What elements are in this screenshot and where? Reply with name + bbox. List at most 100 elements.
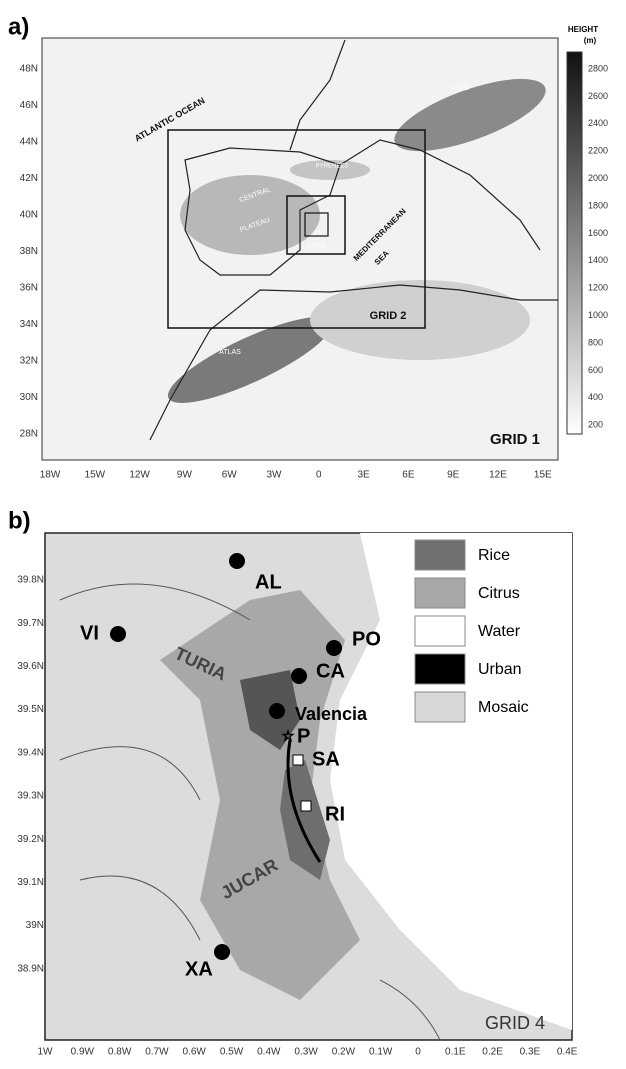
x-tick-label: 3W (267, 470, 283, 481)
y-tick-label: 39.5N (17, 704, 44, 715)
colorbar-tick: 800 (588, 337, 603, 347)
x-tick-label: 0.1W (369, 1047, 393, 1058)
y-tick-label: 36N (20, 283, 38, 294)
annotation: GRID 1 (490, 431, 540, 448)
content: a) 48N 46N 44N 42N 40N 38N 36N 34N 32N 30N 28N 18W 15… (8, 13, 608, 1057)
annotation: GRID3 (307, 244, 326, 250)
x-tick-label: 1W (38, 1047, 54, 1058)
colorbar-tick: 2400 (588, 118, 608, 128)
colorbar-unit: (m) (584, 36, 597, 45)
place-marker (229, 553, 245, 569)
x-tick-label: 9E (447, 470, 460, 481)
place-marker (269, 703, 285, 719)
x-tick-label: 0.5W (220, 1047, 244, 1058)
place-label: SA (312, 748, 340, 770)
place-label: PO (352, 628, 381, 650)
y-tick-label: 46N (20, 100, 38, 111)
colorbar-tick: 2200 (588, 146, 608, 156)
x-tick-label: 12W (129, 470, 150, 481)
colorbar-tick: 200 (588, 420, 603, 430)
place-marker (292, 754, 304, 766)
place-label: VI (80, 622, 99, 644)
place-marker (110, 626, 126, 642)
y-tick-label: 32N (20, 356, 38, 367)
y-tick-label: 42N (20, 173, 38, 184)
colorbar-tick: 1400 (588, 255, 608, 265)
x-tick-label: 6W (222, 470, 238, 481)
colorbar-tick: 1600 (588, 228, 608, 238)
x-tick-label: 0.6W (183, 1047, 207, 1058)
y-tick-label: 38.9N (17, 963, 44, 974)
place-label: AL (255, 571, 282, 593)
x-tick-label: 3E (357, 470, 370, 481)
grid-label: GRID 4 (485, 1013, 545, 1033)
legend-swatch (414, 539, 466, 571)
place-label: RI (325, 803, 345, 825)
annotation: PYRENEES (316, 164, 349, 170)
legend-swatch (414, 615, 466, 647)
x-tick-label: 0 (316, 470, 322, 481)
annotation: GRID 2 (370, 310, 407, 322)
legend-label: Urban (478, 661, 522, 678)
legend-label: Rice (478, 547, 510, 564)
place-marker (300, 800, 312, 812)
colorbar-tick: 600 (588, 365, 603, 375)
colorbar-tick: 400 (588, 392, 603, 402)
colorbar-tick: 1200 (588, 283, 608, 293)
y-tick-label: 38N (20, 246, 38, 257)
y-tick-label: 39.7N (17, 618, 44, 629)
x-tick-label: 0.2E (482, 1047, 503, 1058)
y-tick-label: 34N (20, 319, 38, 330)
annotation: ATLAS (219, 349, 241, 356)
colorbar-tick: 1800 (588, 200, 608, 210)
y-tick-label: 30N (20, 392, 38, 403)
x-tick-label: 15W (85, 470, 106, 481)
place-label: P (297, 725, 310, 747)
x-tick-label: 0.2W (332, 1047, 356, 1058)
colorbar-title: HEIGHT (568, 25, 598, 34)
x-tick-label: 0.9W (71, 1047, 95, 1058)
place-marker (291, 668, 307, 684)
x-tick-label: 12E (489, 470, 507, 481)
colorbar-tick: 2600 (588, 91, 608, 101)
legend-swatch (414, 577, 466, 609)
x-tick-label: 6E (402, 470, 415, 481)
x-tick-label: 0.7W (145, 1047, 169, 1058)
y-tick-label: 39.4N (17, 747, 44, 758)
x-tick-label: 0 (415, 1047, 421, 1058)
x-tick-label: 0.3W (294, 1047, 318, 1058)
y-tick-label: 48N (20, 64, 38, 75)
colorbar-tick: 2800 (588, 63, 608, 73)
x-tick-label: 0.8W (108, 1047, 132, 1058)
place-label: XA (185, 958, 213, 980)
panel-label: b) (8, 507, 31, 534)
legend-label: Water (478, 623, 521, 640)
x-tick-label: 0.4E (557, 1047, 578, 1058)
map-a (41, 37, 583, 461)
y-tick-label: 39.3N (17, 791, 44, 802)
y-tick-label: 39.2N (17, 834, 44, 845)
panel-label: a) (8, 13, 29, 40)
place-marker: ☆ (282, 728, 295, 744)
legend-swatch (414, 653, 466, 685)
y-tick-label: 39.1N (17, 877, 44, 888)
y-tick-label: 44N (20, 137, 38, 148)
y-tick-label: 39N (26, 920, 44, 931)
place-label: Valencia (295, 704, 368, 724)
place-label: CA (316, 660, 345, 682)
x-tick-label: 0.4W (257, 1047, 281, 1058)
legend-label: Citrus (478, 585, 520, 602)
annotation: ALPS (451, 85, 469, 92)
y-tick-label: 40N (20, 210, 38, 221)
x-tick-label: 9W (177, 470, 193, 481)
x-tick-label: 0.1E (445, 1047, 466, 1058)
place-marker (326, 640, 342, 656)
y-tick-label: 39.6N (17, 661, 44, 672)
colorbar-tick: 2000 (588, 173, 608, 183)
x-tick-label: 18W (40, 470, 61, 481)
place-marker (214, 944, 230, 960)
x-tick-label: 15E (534, 470, 552, 481)
legend-swatch (414, 691, 466, 723)
colorbar-tick: 1000 (588, 310, 608, 320)
